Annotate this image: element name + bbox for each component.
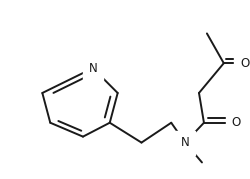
Text: O: O [239, 57, 248, 70]
Text: N: N [88, 62, 97, 75]
Text: O: O [230, 116, 239, 129]
Text: N: N [180, 136, 189, 149]
